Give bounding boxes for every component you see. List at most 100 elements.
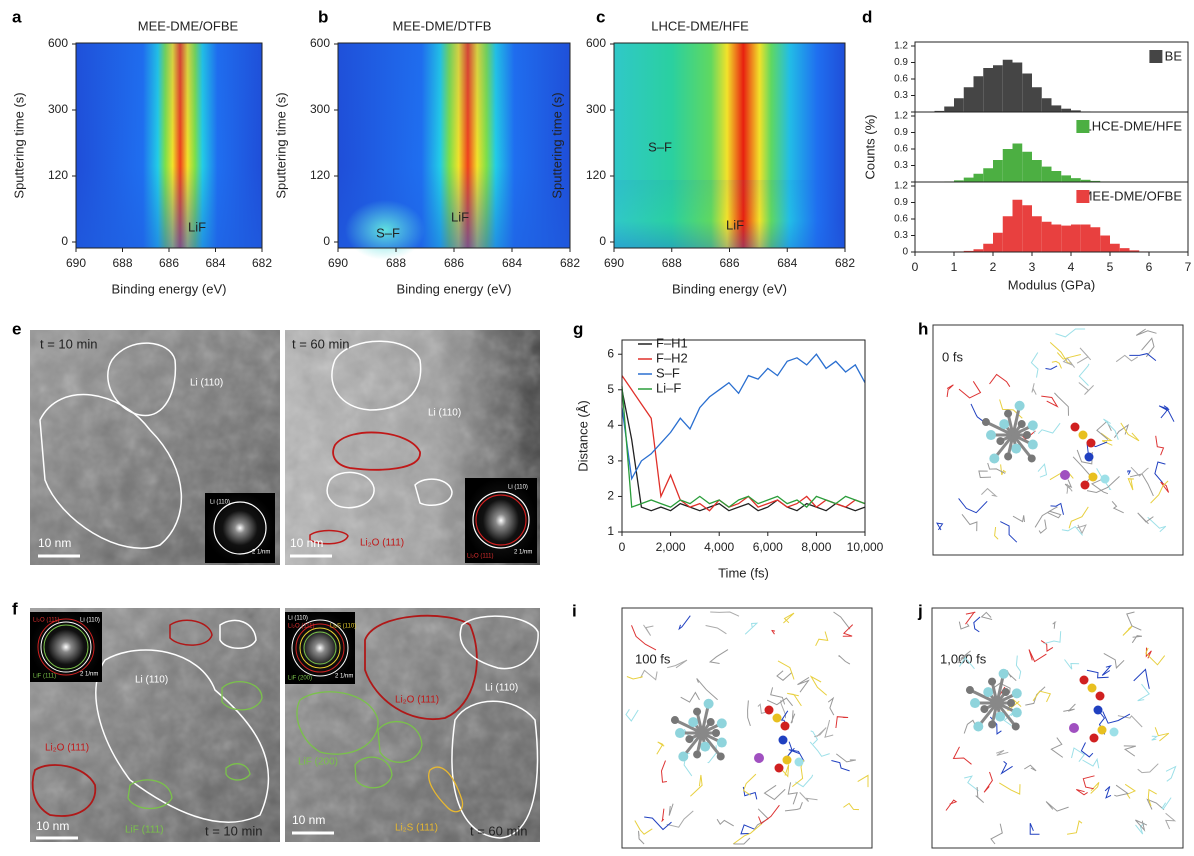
molecule-stick xyxy=(631,625,657,651)
molecule-stick xyxy=(1145,647,1166,666)
molecule-stick xyxy=(1025,686,1046,706)
series-line xyxy=(621,389,866,512)
histogram-bar xyxy=(1041,166,1052,182)
atom xyxy=(678,751,689,762)
molecule-stick xyxy=(1000,464,1007,476)
histogram-bar xyxy=(973,249,984,252)
y-tick-label: 120 xyxy=(48,168,68,182)
histogram-bar xyxy=(1061,225,1071,252)
molecule-stick xyxy=(1155,435,1165,456)
y-tick-label: 0.9 xyxy=(894,127,908,138)
y-axis-label: Sputtering time (s) xyxy=(11,92,26,198)
molecule-stick xyxy=(1034,506,1058,528)
molecule-stick xyxy=(987,462,1006,474)
inset-label: Li₂O (111) xyxy=(288,624,314,630)
molecule-stick xyxy=(666,810,694,828)
molecule-stick xyxy=(766,697,793,707)
molecule-stick xyxy=(742,773,757,796)
x-tick-label: 686 xyxy=(444,256,464,270)
molecule-stick xyxy=(626,676,643,680)
histogram-bar xyxy=(963,177,974,182)
histogram-bar xyxy=(1002,149,1013,182)
inset-label: 2 1/nm xyxy=(335,674,353,680)
molecule-stick xyxy=(788,749,805,762)
atom xyxy=(693,707,702,716)
panel-label: i xyxy=(572,601,577,620)
y-tick-label: 1.2 xyxy=(894,181,908,192)
molecule-stick xyxy=(1049,342,1072,364)
atom xyxy=(794,757,804,767)
x-tick-label: 688 xyxy=(662,256,682,270)
molecule-stick xyxy=(1075,524,1087,535)
molecule-stick xyxy=(945,799,958,811)
inset-label: 2 1/nm xyxy=(252,550,270,556)
atom xyxy=(973,721,984,732)
atom xyxy=(716,737,727,748)
x-tick-label: 8,000 xyxy=(801,540,831,554)
molecule-stick xyxy=(1114,784,1129,797)
x-tick-label: 682 xyxy=(835,256,855,270)
time-label: 0 fs xyxy=(942,349,963,364)
y-tick-label: 0 xyxy=(323,234,330,248)
chart-title: MEE-DME/OFBE xyxy=(138,18,239,33)
molecule-stick xyxy=(958,381,982,399)
molecule-stick xyxy=(747,700,751,727)
inset-label: Li (110) xyxy=(80,618,100,624)
molecule-stick xyxy=(981,487,998,497)
molecule-stick xyxy=(958,656,975,670)
y-axis-label: Sputtering time (s) xyxy=(273,92,288,198)
histogram-bar xyxy=(973,76,984,112)
histogram-bar xyxy=(1100,235,1110,252)
series-line xyxy=(621,353,866,481)
inset-label: LiF (200) xyxy=(288,676,312,682)
phase-label: Li (110) xyxy=(190,378,223,389)
x-tick-label: 6 xyxy=(1146,260,1153,274)
molecule-stick xyxy=(1078,363,1090,386)
bond xyxy=(700,732,722,758)
atom xyxy=(1087,683,1097,693)
molecule-stick xyxy=(799,792,818,802)
x-tick-label: 684 xyxy=(205,256,225,270)
atom xyxy=(688,717,699,728)
histogram-bar xyxy=(983,168,993,182)
y-tick-label: 3 xyxy=(607,453,614,467)
molecule-stick xyxy=(732,823,763,845)
molecule-stick xyxy=(1050,737,1064,758)
atom xyxy=(778,735,788,745)
molecule-stick xyxy=(1082,775,1095,790)
series-line xyxy=(621,386,866,509)
phase-label: LiF (111) xyxy=(125,825,164,836)
molecule-stick xyxy=(1133,668,1150,689)
legend-label: S–F xyxy=(656,365,680,380)
atom xyxy=(716,752,725,761)
y-tick-label: 120 xyxy=(310,168,330,182)
molecule-stick xyxy=(1135,328,1157,336)
atom xyxy=(1004,452,1013,461)
tem-image: Li₂O (111) Li (110) LiF (111) 2 1/nm Li … xyxy=(30,608,540,842)
molecule-stick xyxy=(1096,468,1112,491)
x-tick-label: 6,000 xyxy=(753,540,783,554)
molecule-stick xyxy=(638,830,645,845)
molecule-stick xyxy=(961,513,978,532)
inset-label: LiF (111) xyxy=(33,674,56,680)
histogram-bar xyxy=(993,65,1003,112)
molecule-stick xyxy=(1135,819,1148,832)
molecule-stick xyxy=(1015,655,1022,680)
panel-label: a xyxy=(12,7,22,26)
molecule-stick xyxy=(992,682,1011,694)
atom xyxy=(1093,705,1103,715)
molecule-stick xyxy=(1067,820,1083,835)
molecule-stick xyxy=(634,820,653,835)
inset-label: Li (110) xyxy=(288,616,308,622)
histogram-bar xyxy=(1090,227,1101,252)
panel-label: d xyxy=(862,7,872,26)
molecule-stick xyxy=(1137,512,1154,525)
inset-label: 2 1/nm xyxy=(514,550,532,556)
molecule-stick xyxy=(978,470,992,479)
histogram-bar xyxy=(1071,224,1081,252)
molecule-stick xyxy=(763,784,786,801)
molecule-stick xyxy=(787,782,798,805)
phase-label: Li₂O (111) xyxy=(45,743,89,754)
atom xyxy=(1097,725,1107,735)
atom xyxy=(1088,472,1098,482)
